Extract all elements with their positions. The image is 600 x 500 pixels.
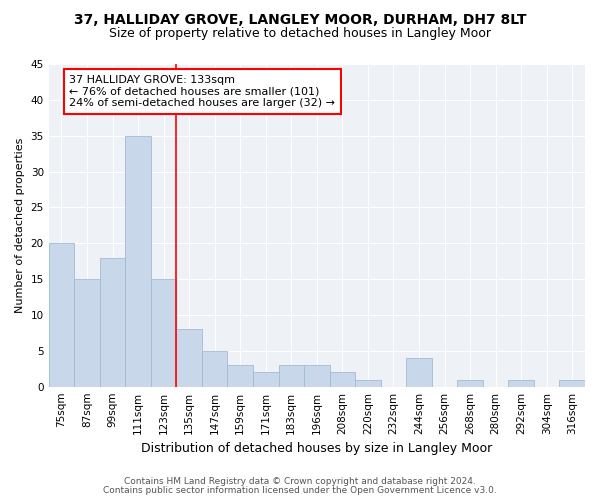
Bar: [151, 279, 176, 386]
Bar: [49, 244, 74, 386]
Bar: [74, 279, 100, 386]
Text: Size of property relative to detached houses in Langley Moor: Size of property relative to detached ho…: [109, 28, 491, 40]
Bar: [125, 136, 151, 386]
Y-axis label: Number of detached properties: Number of detached properties: [15, 138, 25, 313]
Bar: [202, 351, 227, 386]
Text: 37 HALLIDAY GROVE: 133sqm
← 76% of detached houses are smaller (101)
24% of semi: 37 HALLIDAY GROVE: 133sqm ← 76% of detac…: [69, 75, 335, 108]
Bar: [278, 365, 304, 386]
X-axis label: Distribution of detached houses by size in Langley Moor: Distribution of detached houses by size …: [141, 442, 493, 455]
Bar: [304, 365, 329, 386]
Bar: [329, 372, 355, 386]
Bar: [406, 358, 432, 386]
Text: 37, HALLIDAY GROVE, LANGLEY MOOR, DURHAM, DH7 8LT: 37, HALLIDAY GROVE, LANGLEY MOOR, DURHAM…: [74, 12, 526, 26]
Text: Contains HM Land Registry data © Crown copyright and database right 2024.: Contains HM Land Registry data © Crown c…: [124, 477, 476, 486]
Bar: [457, 380, 483, 386]
Bar: [253, 372, 278, 386]
Bar: [100, 258, 125, 386]
Bar: [355, 380, 380, 386]
Bar: [559, 380, 585, 386]
Bar: [227, 365, 253, 386]
Bar: [508, 380, 534, 386]
Text: Contains public sector information licensed under the Open Government Licence v3: Contains public sector information licen…: [103, 486, 497, 495]
Bar: [176, 330, 202, 386]
